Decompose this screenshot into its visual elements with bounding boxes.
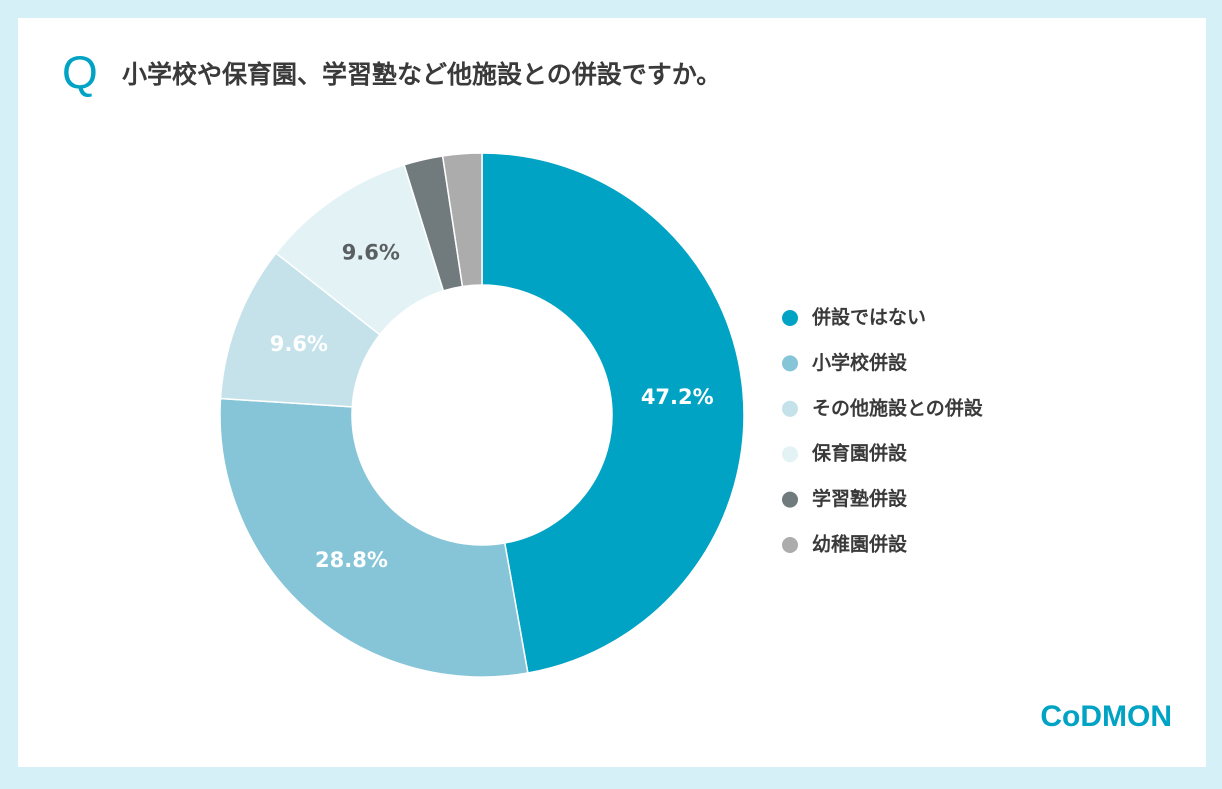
value-label: 9.6% [270, 332, 328, 356]
value-label: 47.2% [641, 385, 714, 409]
legend-marker [782, 400, 798, 417]
legend-label: 学習塾併設 [812, 487, 908, 510]
legend-label: 幼稚園併設 [812, 533, 908, 556]
legend-label: 小学校併設 [812, 351, 908, 374]
value-label: 9.6% [342, 241, 400, 265]
legend-marker [782, 491, 798, 508]
legend-marker [782, 537, 798, 553]
legend-marker [782, 446, 798, 463]
chart-title: 小学校や保育園、学習塾など他施設との併設ですか。 [122, 60, 721, 89]
legend-marker [782, 310, 798, 326]
legend-label: その他施設との併設 [812, 396, 984, 419]
logo: CoDMON [1040, 700, 1172, 733]
legend-label: 保育園併設 [811, 442, 908, 465]
legend-label: 併設ではない [811, 306, 926, 329]
value-label: 28.8% [315, 548, 388, 572]
slice [481, 152, 745, 674]
slice [441, 152, 483, 288]
question-mark: Q [62, 46, 98, 98]
legend-marker [782, 355, 798, 372]
slice [219, 397, 529, 678]
